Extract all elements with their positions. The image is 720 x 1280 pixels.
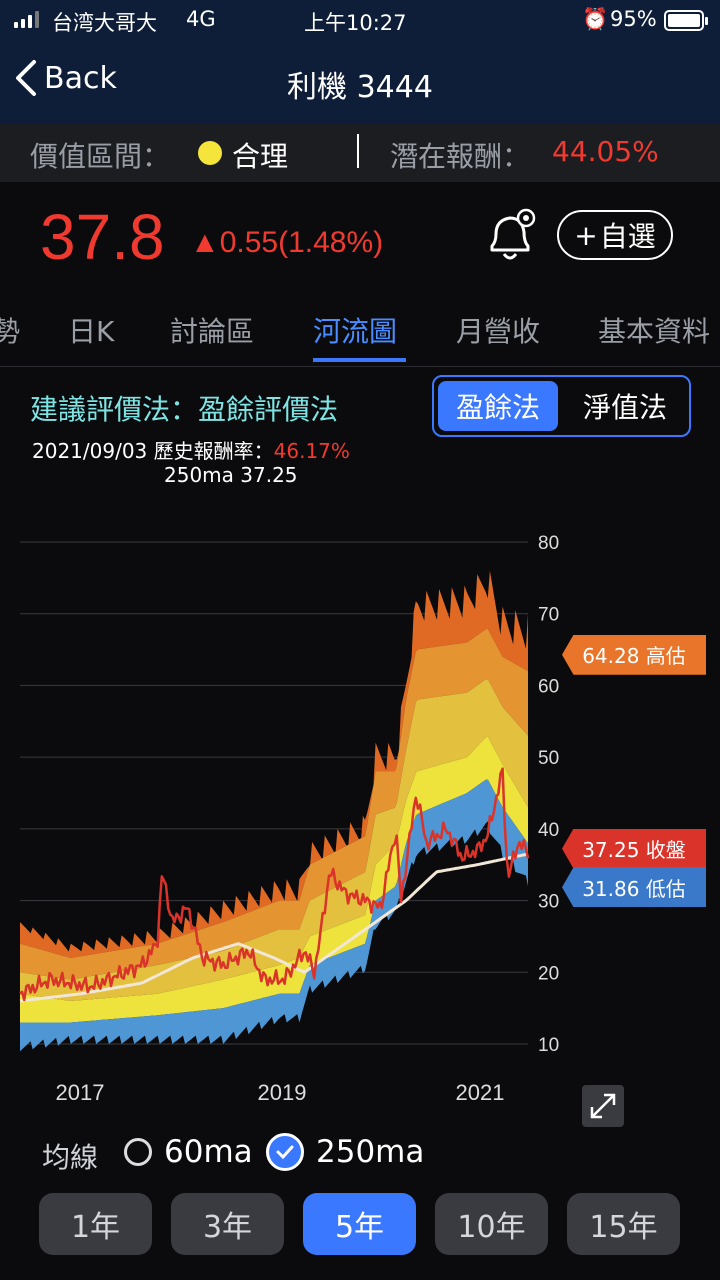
x-tick-label: 2019 (258, 1080, 307, 1105)
add-watchlist-button[interactable]: + 自選 (557, 210, 673, 260)
back-label: Back (44, 60, 117, 96)
range-label: 價值區間： (30, 140, 171, 173)
river-chart[interactable]: 80 70 60 50 40 30 20 10 2017 2019 2021 (0, 500, 720, 1120)
close-price-line (19, 767, 530, 1002)
period-1y-button[interactable]: 1年 (39, 1193, 152, 1255)
battery-label: 95% (610, 7, 657, 31)
y-tick-label: 20 (538, 963, 559, 984)
period-3y-button[interactable]: 3年 (171, 1193, 284, 1255)
y-tick-label: 60 (538, 676, 559, 697)
carrier-label: 台湾大哥大 (52, 11, 157, 35)
tab-basic-info[interactable]: 基本資料 (598, 315, 711, 348)
tag-close-label: 37.25 收盤 (582, 838, 686, 863)
tag-low-estimate: 31.86 低估 (562, 867, 706, 908)
signal-icon (14, 10, 39, 28)
potential-label: 潛在報酬： (390, 140, 531, 173)
network-label: 4G (186, 7, 216, 31)
plus-icon: + (574, 218, 598, 252)
river-band-5 (20, 779, 528, 1052)
y-tick-label: 70 (538, 605, 559, 626)
price-bar: 37.8 ▲0.55(1.48%) + 自選 (0, 182, 720, 294)
tag-low-label: 31.86 低估 (582, 876, 686, 901)
river-band-4 (20, 736, 528, 1023)
clock-label: 上午10:27 (304, 11, 407, 35)
ma-250-label[interactable]: 250ma (316, 1134, 425, 1170)
status-bar: 台湾大哥大 4G 上午10:27 ⏰ 95% (0, 0, 720, 40)
ma-label: 均線 (42, 1141, 99, 1174)
y-tick-label: 50 (538, 748, 559, 769)
period-selector: 1年 3年 5年 10年 15年 (0, 1193, 720, 1255)
back-button[interactable]: Back (14, 58, 117, 98)
eps-method-button[interactable]: 盈餘法 (438, 381, 558, 431)
tab-monthly-revenue[interactable]: 月營收 (456, 315, 541, 348)
valuation-bar: 價值區間： 合理 潛在報酬： 44.05% (0, 124, 720, 182)
info-date: 2021/09/03 (32, 439, 148, 463)
tab-daily-k[interactable]: 日K (68, 315, 115, 348)
divider (357, 134, 359, 168)
tag-high-label: 64.28 高估 (582, 644, 686, 669)
y-tick-label: 30 (538, 892, 559, 913)
river-band-1 (20, 570, 528, 958)
y-tick-label: 10 (538, 1035, 559, 1056)
ma-value-line: 250ma 37.25 (164, 463, 298, 487)
nav-bar: Back 利機 3444 (0, 40, 720, 124)
tab-trend[interactable]: 勢 (0, 315, 21, 348)
tab-bar: 勢 日K 討論區 河流圖 月營收 基本資料 (0, 294, 720, 367)
alarm-icon: ⏰ (582, 7, 609, 31)
tag-high-estimate: 64.28 高估 (562, 634, 706, 675)
ma-60-label[interactable]: 60ma (164, 1134, 253, 1170)
x-tick-label: 2021 (456, 1080, 505, 1105)
tag-close: 37.25 收盤 (562, 828, 706, 869)
info-line: 2021/09/03 歷史報酬率：46.17% (32, 435, 350, 464)
period-15y-button[interactable]: 15年 (567, 1193, 680, 1255)
watch-label: 自選 (599, 220, 656, 253)
period-5y-button[interactable]: 5年 (303, 1193, 416, 1255)
chevron-left-icon (16, 60, 36, 96)
tab-discussion[interactable]: 討論區 (170, 315, 255, 348)
nav-method-button[interactable]: 淨值法 (582, 391, 667, 424)
potential-value: 44.05% (552, 135, 659, 168)
radio-250ma[interactable] (266, 1133, 304, 1171)
check-icon (276, 1145, 294, 1160)
method-label: 建議評價法：盈餘評價法 (30, 393, 339, 426)
bell-settings-icon[interactable] (482, 206, 542, 266)
range-value: 合理 (232, 140, 289, 173)
page-title: 利機 3444 (287, 70, 433, 105)
x-tick-label: 2017 (56, 1080, 105, 1105)
river-band-3 (20, 679, 528, 1001)
active-tab-indicator (313, 358, 406, 362)
hist-label: 歷史報酬率： (153, 439, 274, 463)
tab-river-chart[interactable]: 河流圖 (313, 315, 398, 348)
price-value: 37.8 (40, 201, 165, 273)
y-tick-label: 80 (538, 533, 559, 554)
status-dot-icon (198, 141, 222, 165)
expand-icon (590, 1093, 616, 1119)
hist-value: 46.17% (273, 439, 350, 463)
method-toggle: 盈餘法 淨值法 (432, 375, 691, 437)
y-tick-label: 40 (538, 820, 559, 841)
price-change: ▲0.55(1.48%) (190, 226, 384, 259)
radio-60ma[interactable] (124, 1138, 152, 1166)
period-10y-button[interactable]: 10年 (435, 1193, 548, 1255)
expand-button[interactable] (582, 1085, 624, 1127)
ma-250-line (19, 852, 529, 1003)
battery-icon (664, 10, 708, 31)
river-band-2 (20, 628, 528, 980)
